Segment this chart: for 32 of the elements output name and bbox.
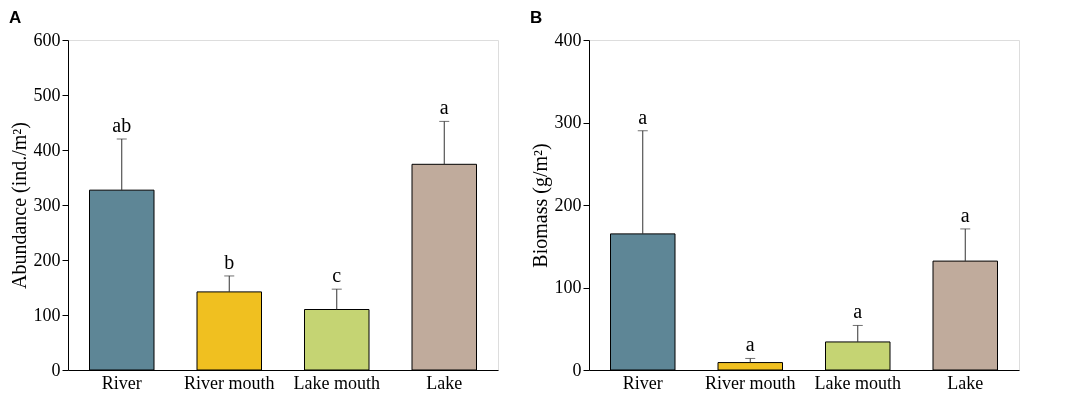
y-tick-label: 400 <box>33 139 61 160</box>
y-tick-label: 0 <box>572 359 582 380</box>
y-tick-label: 0 <box>51 359 61 380</box>
chart-title: B <box>530 8 543 27</box>
y-tick-label: 200 <box>554 194 582 215</box>
x-tick-label: Lake mouth <box>293 372 380 393</box>
x-tick-label: River <box>622 372 663 393</box>
annotation: a <box>439 96 449 119</box>
x-tick-label: River mouth <box>184 372 275 393</box>
y-tick-label: 300 <box>33 194 61 215</box>
annotation: ab <box>112 114 132 136</box>
y-tick-label: 200 <box>33 249 61 270</box>
chart-title: A <box>9 8 22 27</box>
annotation: a <box>638 105 648 128</box>
annotation: a <box>853 300 863 323</box>
annotation: a <box>960 203 970 226</box>
y-axis-title: Biomass (g/m²) <box>528 143 552 268</box>
x-tick-label: River <box>101 372 142 393</box>
x-tick-label: Lake <box>426 372 463 393</box>
y-tick-label: 100 <box>554 277 582 297</box>
x-tick-label: River mouth <box>705 372 796 393</box>
y-tick-label: 500 <box>33 84 61 105</box>
y-tick-label: 100 <box>33 304 61 325</box>
x-tick-label: Lake mouth <box>814 372 901 393</box>
y-tick-label: 400 <box>554 29 582 50</box>
y-tick-label: 600 <box>33 29 61 50</box>
y-axis-title: Abundance (ind./m²) <box>7 121 31 290</box>
y-tick-label: 300 <box>554 112 582 132</box>
annotation: b <box>224 250 235 273</box>
annotation: a <box>745 333 755 356</box>
annotation: c <box>332 264 342 287</box>
x-tick-label: Lake <box>947 372 984 393</box>
